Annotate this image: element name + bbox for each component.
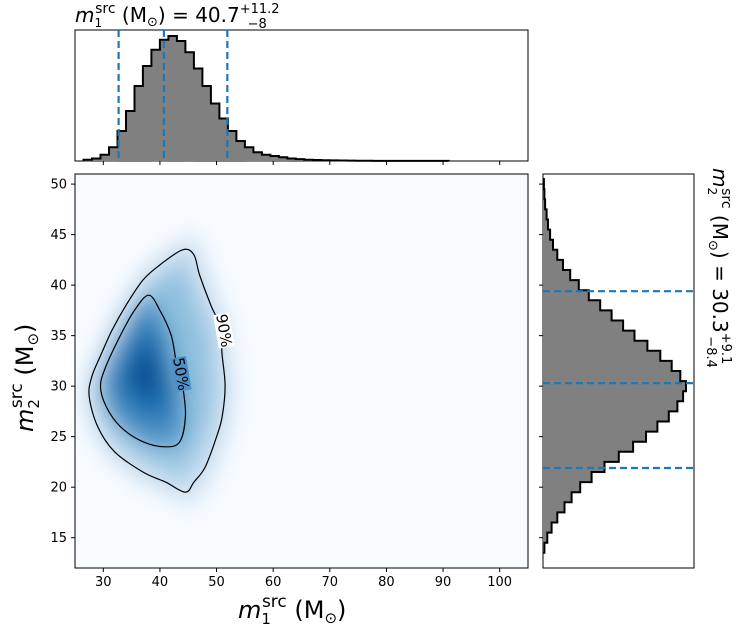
m2-hist-bar [543,239,553,251]
m2-hist-bar [543,522,552,533]
right-panel-title: m2src (M⊙) = 30.3+9.1−8.4 [703,168,734,368]
m1-hist-bar [253,152,263,162]
m1-hist-bar [287,158,297,161]
m2-hist-bar [543,482,581,493]
m1-hist-bar [151,49,161,162]
m2-hist-bar [543,340,648,352]
contour-label-50-bg [170,355,192,393]
m2-hist-bar [543,431,646,442]
m2-hist-bar [543,330,635,341]
contour-label-90-bg [213,312,235,349]
x-tick-label-80: 80 [378,575,395,590]
m2-hist-bar [543,310,612,321]
x-tick-label-60: 60 [265,575,282,590]
y-tick-label-15: 15 [50,531,67,546]
m1-hist-bar [176,41,186,161]
x-tick-label-50: 50 [208,575,225,590]
m2-hist-bar [543,421,658,432]
contour-label-50: 50% [169,356,193,392]
contour-90 [88,248,226,493]
m2-hist-bar [543,350,661,362]
m2-hist-bar [543,472,592,483]
m1-hist-bar [185,52,195,162]
m2-hist-bar [543,441,634,453]
m2-hist-bar [543,502,565,513]
joint-density-panel: 30 40 50 60 70 80 90 100 15 20 25 30 35 40 45 50 50% 90… [50,173,529,590]
m1-hist-bar [210,103,220,161]
m2-hist-bar [543,451,619,463]
m2-hist-bar [543,270,571,281]
m1-hist-bar [219,118,229,161]
m1-marginal-histogram [74,29,529,165]
y-tick-label-25: 25 [50,430,67,445]
m2-hist-bar [543,401,678,412]
m2-hist-bar [543,199,546,210]
m2-hist-bar [543,532,548,543]
m2-hist-bar [543,219,548,230]
m1-hist-bar [227,131,237,161]
m2-hist-outline [542,178,687,554]
y-axis-label: m2src (M⊙) [7,324,43,432]
m1-hist-bar [270,156,280,161]
y-tick-label-30: 30 [50,380,67,395]
m2-hist-bar [543,391,684,402]
m2-hist-bar [543,290,589,301]
m1-hist-bar [100,154,110,162]
m2-hist-bar [543,381,686,392]
m1-hist-bar [261,154,271,162]
contour-label-90: 90% [212,313,236,349]
m2-hist-bar [543,300,601,311]
x-tick-label-90: 90 [435,575,452,590]
m2-hist-bar [543,411,669,422]
m2-hist-bar [543,371,681,382]
y-tick-label-20: 20 [50,481,67,496]
m2-hist-bar [543,320,624,331]
m2-hist-bar [543,280,579,291]
y-tick-label-45: 45 [50,228,67,243]
m2-hist-bar [543,492,572,503]
m1-hist-bar [117,131,127,161]
m2-hist-bar [543,360,672,372]
m1-hist-bar [278,157,288,162]
density-layer-core [129,344,160,398]
m1-hist-bar [126,111,135,161]
m2-hist-bar [543,229,551,240]
x-tick-label-30: 30 [95,575,112,590]
x-tick-label-40: 40 [152,575,169,590]
x-tick-label-70: 70 [322,575,339,590]
m1-hist-bar [193,68,203,161]
y-tick-label-35: 35 [50,329,67,344]
y-tick-label-40: 40 [50,279,67,294]
x-axis-label: m1src (M⊙) [238,592,346,628]
m2-hist-bar [543,249,558,261]
m1-hist-bar [244,147,254,162]
m2-hist-bar [543,259,563,271]
m1-hist-bar [236,141,246,161]
m1-hist-bar [134,86,144,161]
m2-hist-bar [543,209,547,220]
m2-marginal-histogram [539,173,695,569]
top-panel-title: m1src (M⊙) = 40.7+11.2 −8 [75,1,280,32]
contour-50 [99,294,187,448]
m1-hist-bar [109,147,118,162]
m2-hist-bar [543,512,558,523]
m1-hist-bar [92,158,101,161]
m2-hist-bar [543,461,605,473]
x-tick-label-100: 100 [487,575,512,590]
y-tick-label-50: 50 [50,178,67,193]
m1-hist-outline [82,35,450,162]
m1-hist-bar [142,66,152,161]
m1-hist-bar [202,86,212,161]
m1-hist-bar [168,36,178,161]
